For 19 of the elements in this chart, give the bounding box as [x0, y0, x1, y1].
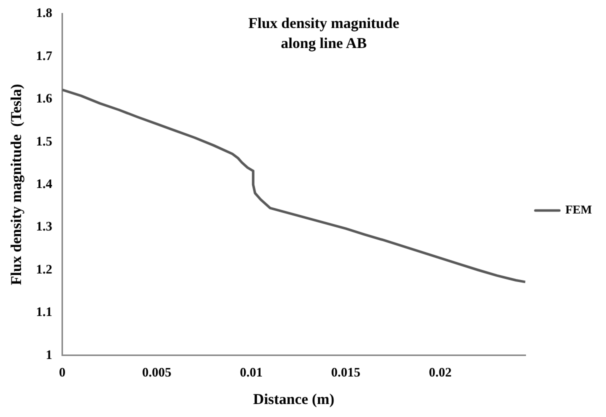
y-tick-label: 1.1: [36, 304, 52, 320]
text: along line AB: [280, 36, 367, 52]
y-tick-label: 1.6: [36, 90, 53, 106]
text: Flux density magnitude: [248, 16, 400, 32]
x-tick-label: 0.02: [428, 364, 452, 380]
y-tick-label: 1.3: [36, 218, 53, 234]
legend-label: FEM: [565, 202, 592, 217]
y-axis-title: Flux density magnitude (Tesla): [8, 84, 25, 286]
y-tick-label: 1.8: [36, 5, 53, 20]
y-tick-label: 1.4: [36, 176, 53, 191]
x-tick-label: 0.015: [331, 364, 361, 380]
y-tick-label: 1.2: [36, 261, 52, 276]
y-tick-label: 1.7: [36, 48, 53, 63]
x-tick-label: 0.01: [240, 364, 263, 380]
x-tick-label: 0.005: [142, 364, 172, 380]
x-tick-label: 0: [59, 364, 66, 380]
x-axis-title: Distance (m): [253, 392, 334, 408]
y-tick-label: 1.5: [36, 133, 53, 148]
y-tick-label: 1: [46, 346, 52, 362]
